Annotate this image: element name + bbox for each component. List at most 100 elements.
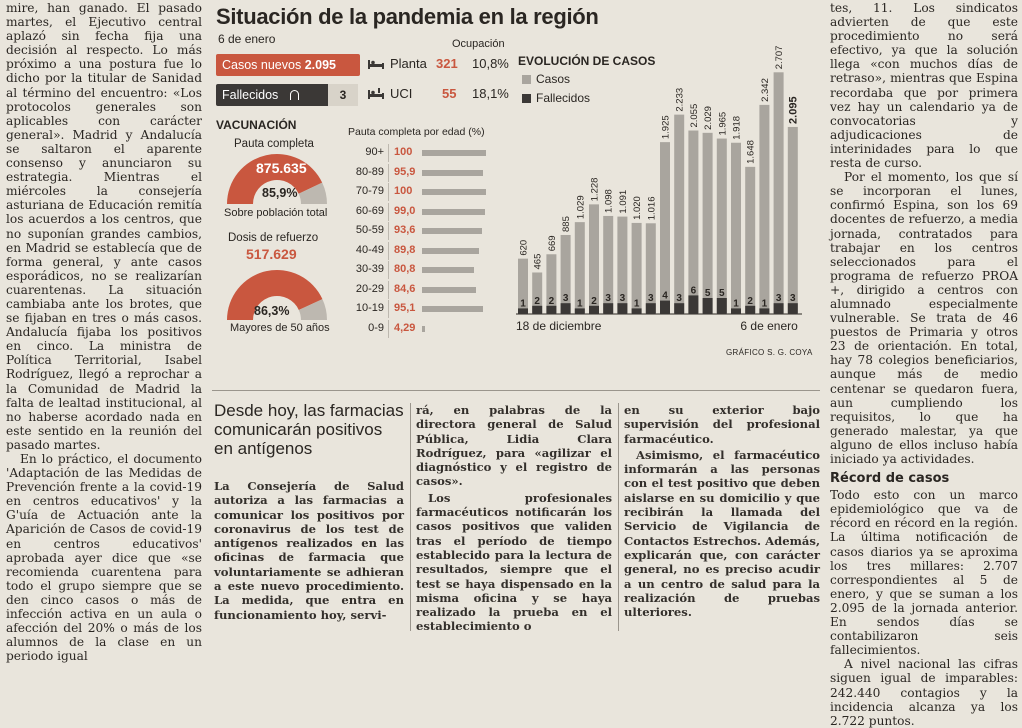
age-value-label: 4,29 [394,321,416,334]
age-chart-heading: Pauta completa por edad (%) [348,126,485,138]
cases-bar [532,272,543,314]
cases-value-label: 2.095 [787,96,799,124]
booster-value: 517.629 [246,246,297,262]
cases-bar [574,222,585,314]
icu-label: UCI [390,86,413,101]
booster-filled-arc [227,269,323,320]
deaths-value-label: 1 [733,298,739,309]
deaths-value-label: 5 [705,288,711,299]
booster-sub: Mayores de 50 años [230,322,330,334]
age-row: 80-89 95,9 [346,163,496,182]
age-group-label: 30-39 [355,263,384,275]
right-text-column: tes, 11. Los sindicatos advierten de que… [830,1,1018,728]
age-bar [422,150,486,156]
deaths-bar [674,303,685,314]
age-value-label: 89,8 [394,243,416,256]
cases-value-label: 885 [561,216,572,232]
deaths-bar [773,303,784,314]
full-schedule-sub: Sobre población total [224,207,328,219]
cases-bar [716,138,727,314]
deaths-value-label: 1 [762,298,768,309]
age-value-label: 84,6 [394,282,416,295]
age-row-separator [388,183,389,201]
plant-value: 321 [436,56,458,71]
deaths-bar [603,303,614,314]
age-bar [422,208,486,215]
age-row: 10-19 95,1 [346,300,496,318]
age-group-label: 0-9 [368,321,384,334]
cases-value-label: 2.233 [675,88,686,112]
new-cases-value: 2.095 [304,58,336,72]
cases-value-label: 1.029 [575,195,586,219]
occupancy-label: Ocupación [452,38,505,50]
booster-percent: 86,3% [254,304,290,318]
deaths-value-label: 3 [620,293,626,304]
evolution-heading: EVOLUCIÓN DE CASOS [518,54,656,68]
new-cases-badge: Casos nuevos 2.095 [216,54,360,76]
deaths-value-label: 2 [591,296,597,307]
left-text-column: mire, han ganado. El pasado martes, el E… [6,1,202,663]
cases-bar [731,142,741,314]
article-c3-paragraph-1: en su exterior bajo supervisión del prof… [624,403,820,446]
left-paragraph-2: En lo práctico, el documento 'Adaptación… [6,452,202,664]
column-divider [410,403,411,631]
cases-value-label: 1.918 [732,116,743,140]
deaths-bar [716,298,727,314]
deaths-value-label: 3 [648,293,654,304]
graphic-credit: GRÁFICO S. G. COYA [726,348,813,357]
deaths-value-label: 1 [634,298,640,309]
age-group-label: 70-79 [355,185,384,197]
cases-value-label: 1.020 [632,196,643,220]
age-bar [422,247,480,254]
deaths-value: 3 [328,84,358,106]
right-paragraph-3: Todo esto con un marco epidemiológico qu… [830,488,1018,658]
right-paragraph-4: A nivel nacional las cifras siguen igual… [830,657,1018,728]
cases-bar [518,258,528,314]
age-row: 90+ 100 [346,144,496,162]
age-row-separator [388,300,389,318]
deaths-bar [759,308,770,314]
age-value-label: 100 [394,185,413,197]
vaccination-heading: VACUNACIÓN [216,118,297,132]
icu-row: UCI 55 18,1% [368,84,509,104]
tombstone-icon [289,90,299,100]
age-group-label: 40-49 [355,243,384,256]
legend-cases-label: Casos [536,72,571,86]
new-cases-label: Casos nuevos [222,58,302,72]
age-row: 20-29 84,6 [346,280,496,299]
icu-percent: 18,1% [472,86,509,101]
cases-value-label: 1.091 [618,190,629,214]
age-row: 40-49 89,8 [346,241,496,260]
age-row-separator [388,222,389,240]
legend-deaths-label: Fallecidos [536,91,591,105]
cases-bar [645,223,656,314]
x-end-label: 6 de enero [740,319,798,333]
full-schedule-value: 875.635 [256,160,307,176]
full-schedule-remaining-arc [298,182,327,204]
booster-remaining-arc [298,299,327,320]
cases-bar [546,254,557,314]
cases-value-label: 2.055 [689,104,700,128]
age-row-separator [388,241,389,260]
deaths-bar [645,303,656,314]
cases-value-label: 1.925 [661,115,672,139]
cases-value-label: 620 [519,240,530,256]
cases-bar [688,130,699,314]
article-title: Desde hoy, las farmacias comunicarán pos… [214,401,404,458]
left-paragraph-1: mire, han ganado. El pasado martes, el E… [6,1,202,452]
age-row: 70-79 100 [346,183,496,201]
deaths-value-label: 2 [747,296,753,307]
full-schedule-gauge [227,154,327,204]
cases-value-label: 1.228 [590,178,601,202]
column-divider [618,403,619,631]
deaths-value-label: 3 [676,293,682,304]
age-group-label: 20-29 [355,282,384,295]
age-row: 0-9 4,29 [346,319,496,338]
full-schedule-filled-arc [227,154,323,204]
age-bar [422,228,482,234]
deaths-bar [560,303,571,314]
article-column-3: en su exterior bajo supervisión del prof… [624,403,820,619]
age-row-separator [388,261,389,279]
deaths-value-label: 3 [776,293,782,304]
age-row-separator [388,280,389,299]
